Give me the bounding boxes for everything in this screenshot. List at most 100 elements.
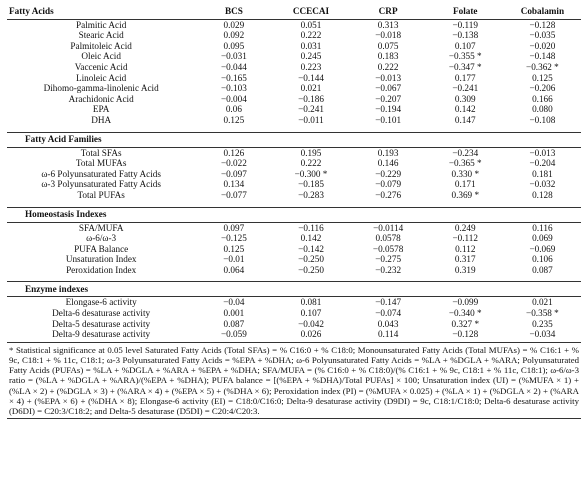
column-header-ccecai: CCECAI xyxy=(272,4,350,20)
table-row: Linoleic Acid −0.165 −0.144 −0.013 0.177 0.12… xyxy=(7,73,581,84)
table-row: ω-6 Polyunsaturated Fatty Acids −0.097 −0.… xyxy=(7,169,581,180)
table-cell: −0.250 xyxy=(298,254,324,265)
table-cell: 0.183 xyxy=(377,51,399,62)
table-cell: 0.195 xyxy=(300,147,322,158)
table-cell: 0.249 xyxy=(454,222,476,233)
correlation-table: Fatty Acids BCS CCECAI CRP Folate Cobala… xyxy=(7,4,581,343)
table-cell: 0.309 xyxy=(454,93,476,104)
column-header-crp: CRP xyxy=(349,4,427,20)
table-cell: 0.166 xyxy=(532,93,553,104)
table-cell: 0.327 * xyxy=(451,318,480,329)
table-cell: −0.241 xyxy=(298,104,324,115)
row-label: PUFA Balance xyxy=(74,243,129,254)
row-label: ω-6/ω-3 xyxy=(86,233,117,244)
table-cell: −0.044 xyxy=(220,61,247,72)
correlation-table-container: Fatty Acids BCS CCECAI CRP Folate Cobala… xyxy=(7,4,581,420)
table-cell: −0.347 * xyxy=(448,61,482,72)
row-label: Oleic Acid xyxy=(81,51,121,62)
row-label: ω-6 Polyunsaturated Fatty Acids xyxy=(41,168,161,179)
table-cell: −0.128 xyxy=(529,19,556,30)
table-cell: −0.229 xyxy=(375,168,402,179)
table-row: PUFA Balance 0.125 −0.142 −0.0578 0.112 −0.06… xyxy=(7,244,581,255)
table-cell: −0.069 xyxy=(529,243,556,254)
table-cell: 0.106 xyxy=(532,254,553,265)
table-cell: 0.142 xyxy=(454,104,476,115)
table-cell: 0.021 xyxy=(532,297,553,308)
table-row: DHA 0.125 −0.011 −0.101 0.147 −0.108 xyxy=(7,115,581,126)
table-cell: −0.0114 xyxy=(373,222,404,233)
table-cell: −0.013 xyxy=(375,72,402,83)
section-header-row: Fatty Acid Families xyxy=(7,131,581,148)
row-label: Unsaturation Index xyxy=(65,254,137,265)
table-cell: 0.080 xyxy=(532,104,553,115)
table-cell: −0.275 xyxy=(375,254,402,265)
column-header-fatty-acids: Fatty Acids xyxy=(7,4,196,20)
table-cell: −0.128 xyxy=(426,329,504,343)
table-cell: 0.222 xyxy=(300,158,322,169)
table-row: Arachidonic Acid −0.004 −0.186 −0.207 0.309 0… xyxy=(7,94,581,105)
table-cell: 0.026 xyxy=(272,329,350,343)
column-header-folate: Folate xyxy=(426,4,504,20)
table-cell: −0.362 * xyxy=(526,61,559,72)
table-cell: 0.087 xyxy=(223,318,245,329)
row-label: Linoleic Acid xyxy=(76,72,127,83)
table-cell: 0.107 xyxy=(454,40,476,51)
table-cell: −0.194 xyxy=(375,104,402,115)
table-cell: 0.313 xyxy=(377,19,399,30)
section-header-row: Enzyme indexes xyxy=(7,281,581,298)
table-row: Palmitic Acid 0.029 0.051 0.313 −0.119 −0.128 xyxy=(7,19,581,30)
table-cell: 0.146 xyxy=(377,158,399,169)
table-cell: −0.241 xyxy=(452,83,479,94)
table-cell: 0.369 * xyxy=(451,189,480,200)
table-header: Fatty Acids BCS CCECAI CRP Folate Cobala… xyxy=(7,4,581,20)
table-cell: 0.116 xyxy=(532,222,553,233)
table-cell: 0.087 xyxy=(532,264,553,275)
table-cell: 0.064 xyxy=(223,264,245,275)
table-cell: 0.112 xyxy=(455,243,476,254)
header-row: Fatty Acids BCS CCECAI CRP Folate Cobala… xyxy=(7,4,581,20)
table-cell: −0.147 xyxy=(375,297,402,308)
table-cell: −0.365 * xyxy=(448,158,482,169)
table-cell: −0.142 xyxy=(298,243,324,254)
table-row: Stearic Acid 0.092 0.222 −0.018 −0.138 −0.035 xyxy=(7,30,581,41)
table-cell: −0.020 xyxy=(529,40,556,51)
table-cell: 0.097 xyxy=(223,222,245,233)
table-cell: 0.319 xyxy=(454,264,476,275)
table-cell: −0.004 xyxy=(220,93,247,104)
table-row: EPA 0.06 −0.241 −0.194 0.142 0.080 xyxy=(7,104,581,115)
row-label: DHA xyxy=(91,114,112,125)
table-row: Total MUFAs −0.022 0.222 0.146 −0.365 * −0.20… xyxy=(7,158,581,169)
table-cell: −0.232 xyxy=(375,264,402,275)
table-cell: 0.171 xyxy=(454,179,476,190)
table-cell: 0.021 xyxy=(300,83,322,94)
section-title: Fatty Acid Families xyxy=(7,131,581,148)
table-cell: 0.043 xyxy=(377,318,399,329)
table-cell: −0.097 xyxy=(220,168,247,179)
table-cell: −0.0578 xyxy=(372,243,404,254)
table-cell: −0.032 xyxy=(529,179,556,190)
table-cell: −0.067 xyxy=(375,83,402,94)
table-cell: 0.125 xyxy=(532,72,553,83)
table-cell: 0.222 xyxy=(377,61,399,72)
table-cell: −0.013 xyxy=(529,147,556,158)
table-cell: −0.234 xyxy=(452,147,479,158)
row-label: Total PUFAs xyxy=(77,189,125,200)
table-cell: −0.283 xyxy=(298,189,324,200)
table-cell: 0.126 xyxy=(223,147,245,158)
table-cell: 0.142 xyxy=(300,233,322,244)
table-cell: −0.112 xyxy=(452,233,478,244)
table-row: Vaccenic Acid −0.044 0.223 0.222 −0.347 * −0.… xyxy=(7,62,581,73)
table-cell: 0.114 xyxy=(349,329,427,343)
table-cell: −0.059 xyxy=(195,329,273,343)
table-row: Peroxidation Index 0.064 −0.250 −0.232 0.319… xyxy=(7,265,581,276)
table-cell: −0.276 xyxy=(375,189,402,200)
row-label: Total SFAs xyxy=(80,147,122,158)
table-cell: −0.099 xyxy=(452,297,479,308)
row-label: Vaccenic Acid xyxy=(74,61,128,72)
row-label: Delta-9 desaturase activity xyxy=(7,329,196,343)
table-cell: −0.116 xyxy=(298,222,324,233)
row-label: Delta-6 desaturase activity xyxy=(52,308,151,319)
table-cell: 0.177 xyxy=(454,72,476,83)
table-cell: 0.031 xyxy=(300,40,322,51)
section-title: Enzyme indexes xyxy=(7,281,581,298)
